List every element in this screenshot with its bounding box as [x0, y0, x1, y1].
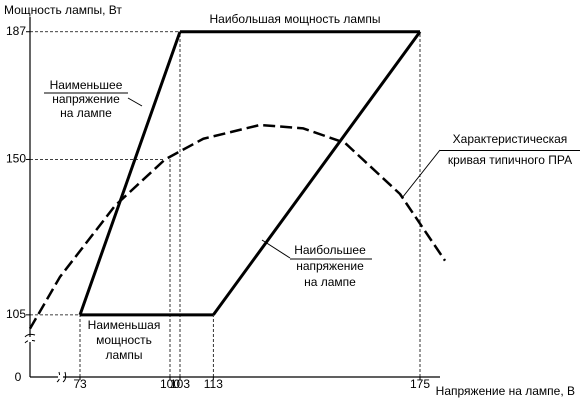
annotation-pointer: [261, 239, 291, 259]
annotation: Наименьшее: [50, 78, 123, 92]
annotation: Наибольшее: [294, 243, 366, 257]
y-tick-label: 105: [6, 307, 26, 321]
x-tick-label: 113: [204, 377, 223, 391]
y-tick-label: 187: [6, 24, 26, 38]
annotation: напряжение: [296, 259, 364, 273]
y-axis-label: Мощность лампы, Вт: [4, 3, 122, 17]
curve-line: [28, 123, 447, 330]
y-tick-label: 150: [6, 152, 26, 166]
x-tick-label: 103: [170, 377, 190, 391]
x-tick-label: 100: [160, 377, 180, 391]
annotation: Характеристическая: [453, 132, 568, 146]
x-axis-break-gap: [58, 375, 63, 379]
x-axis-label: Напряжение на лампе, В: [436, 384, 575, 398]
annotation: на лампе: [304, 275, 356, 289]
x-tick-label: 175: [410, 377, 430, 391]
annotation: мощность: [96, 333, 152, 347]
annotation: кривая типичного ПРА: [448, 153, 572, 167]
annotation: на лампе: [60, 106, 112, 120]
annotation: Наименьшая: [88, 318, 161, 332]
origin-label: 0: [15, 370, 22, 384]
annotation: напряжение: [52, 92, 120, 106]
line: [212, 30, 422, 316]
annotation: Наибольшая мощность лампы: [210, 12, 381, 26]
annotation-pointer: [401, 149, 441, 199]
annotation-pointer: [127, 97, 143, 107]
annotation: лампы: [105, 348, 142, 362]
x-tick-label: 73: [73, 377, 87, 391]
line: [78, 31, 182, 316]
y-axis-break-gap: [28, 337, 32, 342]
